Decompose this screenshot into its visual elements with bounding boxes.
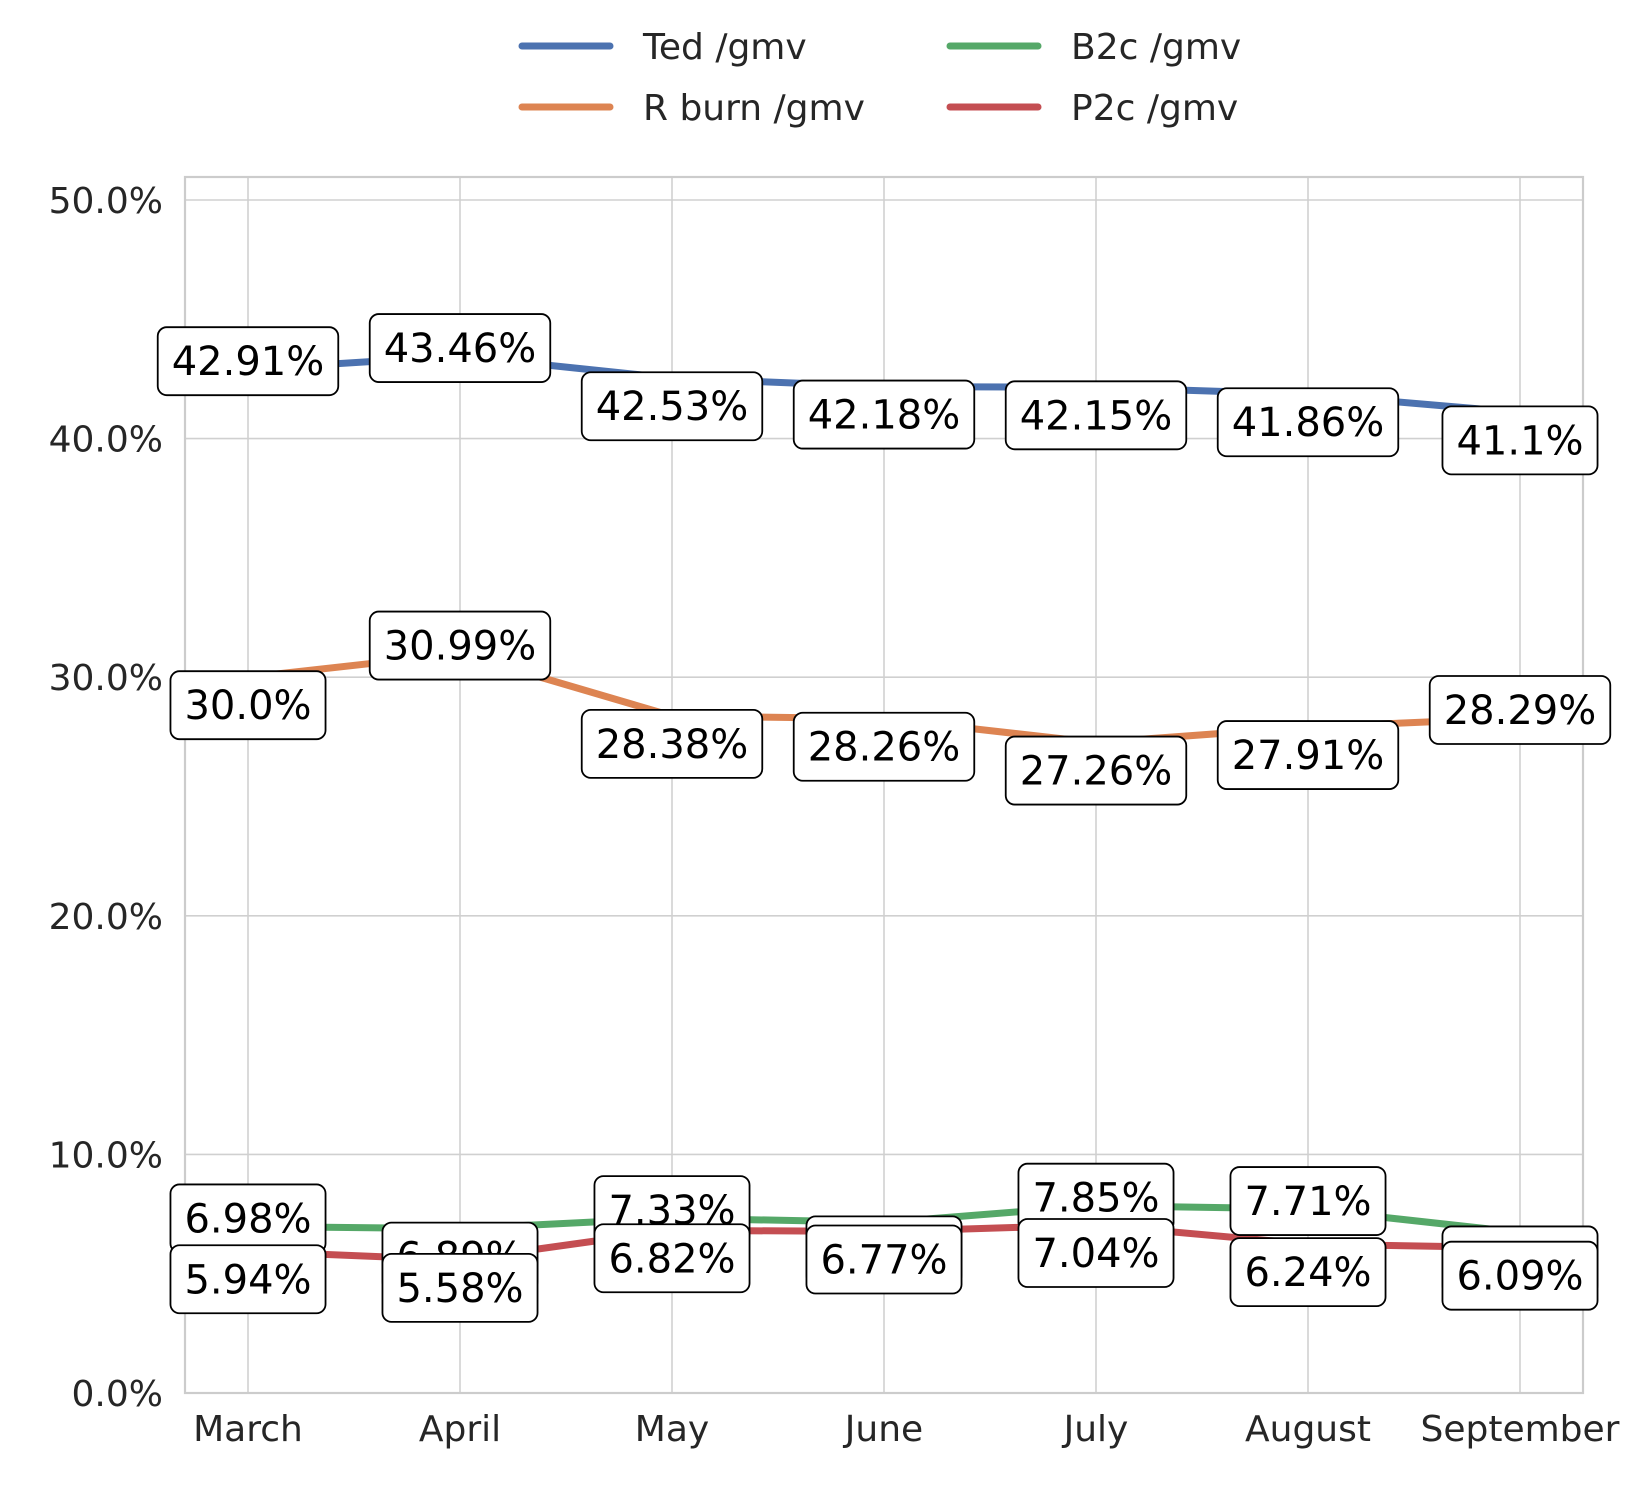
data-label: 6.24% (1229, 1237, 1387, 1308)
data-label-box (368, 610, 552, 681)
legend-item: B2c /gmv (946, 27, 1241, 68)
x-tick-label: August (1245, 1409, 1371, 1450)
data-label-text: 28.38% (596, 722, 749, 768)
data-label: 6.09% (1441, 1240, 1599, 1311)
x-tick-label: April (419, 1409, 501, 1450)
data-label-box (1229, 1166, 1387, 1236)
data-label-box (792, 379, 976, 450)
data-label-text: 28.29% (1444, 688, 1597, 734)
legend-label: B2c /gmv (1071, 27, 1241, 68)
data-label-text: 7.04% (1032, 1231, 1159, 1277)
data-label: 7.71% (1229, 1166, 1387, 1236)
data-label-text: 43.46% (384, 326, 537, 372)
data-label: 41.86% (1216, 387, 1400, 458)
y-tick-label: 20.0% (49, 897, 163, 938)
data-labels: 42.91% 43.46% 42.53% 42.18% 42.15% 41.86% 41.1… (156, 313, 1612, 1323)
data-label-text: 30.99% (384, 624, 537, 670)
data-label: 28.26% (792, 711, 976, 782)
data-label-text: 6.98% (184, 1196, 311, 1242)
data-label: 42.15% (1004, 380, 1188, 451)
data-label-text: 6.09% (1456, 1254, 1583, 1300)
data-label: 28.29% (1428, 675, 1612, 745)
legend-label: R burn /gmv (643, 88, 865, 129)
data-label-text: 30.0% (184, 683, 311, 729)
data-label-box (1004, 380, 1188, 451)
data-label-box (368, 313, 552, 383)
data-label-text: 28.26% (808, 725, 961, 771)
data-label-text: 7.85% (1032, 1176, 1159, 1222)
legend-label: Ted /gmv (642, 27, 807, 68)
data-label: 5.58% (381, 1252, 539, 1323)
data-label-text: 6.82% (608, 1236, 735, 1282)
data-label-text: 42.91% (172, 339, 325, 385)
x-axis: March April May June July August September (193, 1409, 1620, 1450)
data-label-text: 41.86% (1232, 400, 1385, 446)
x-tick-label: June (843, 1409, 923, 1450)
plot-frame (183, 175, 1585, 1395)
data-label-text: 42.53% (596, 384, 749, 430)
data-label-box (580, 371, 764, 442)
legend-item: Ted /gmv (518, 27, 807, 68)
data-label-text: 42.15% (1020, 393, 1173, 439)
data-label-text: 41.1% (1456, 418, 1583, 464)
data-label-box (805, 1224, 963, 1295)
data-label: 42.53% (580, 371, 764, 442)
data-label: 30.0% (169, 670, 327, 741)
data-label: 27.26% (1004, 735, 1188, 806)
data-label-box (1441, 405, 1599, 476)
data-label: 30.99% (368, 610, 552, 681)
data-label-box (1216, 720, 1400, 790)
data-label-box (1017, 1218, 1175, 1288)
data-label-box (381, 1252, 539, 1323)
data-label-box (169, 670, 327, 741)
y-tick-label: 10.0% (49, 1135, 163, 1176)
y-tick-label: 0.0% (72, 1374, 163, 1415)
data-label: 42.18% (792, 379, 976, 450)
x-tick-label: March (193, 1409, 303, 1450)
data-label-box (580, 708, 764, 779)
data-label: 27.91% (1216, 720, 1400, 790)
data-label-box (169, 1244, 327, 1315)
data-label-text: 27.26% (1020, 749, 1173, 795)
data-label-text: 7.71% (1244, 1179, 1371, 1225)
data-label: 42.91% (156, 326, 340, 397)
data-label: 5.94% (169, 1244, 327, 1315)
data-label: 6.98% (169, 1183, 327, 1254)
data-label: 41.1% (1441, 405, 1599, 476)
y-tick-label: 30.0% (49, 658, 163, 699)
data-label-text: 5.94% (184, 1257, 311, 1303)
legend-item: R burn /gmv (518, 88, 865, 129)
data-label: 28.38% (580, 708, 764, 779)
data-label-box (1428, 675, 1612, 745)
y-axis: 0.0% 10.0% 20.0% 30.0% 40.0% 50.0% (49, 181, 163, 1415)
x-tick-label: May (635, 1409, 709, 1450)
data-label-text: 42.18% (808, 393, 961, 439)
legend-label: P2c /gmv (1071, 88, 1238, 129)
y-tick-label: 40.0% (49, 420, 163, 461)
data-label-box (1216, 387, 1400, 458)
data-label-box (1229, 1237, 1387, 1308)
data-label: 43.46% (368, 313, 552, 383)
data-label-box (792, 711, 976, 782)
x-tick-label: July (1062, 1409, 1129, 1450)
data-label: 7.04% (1017, 1218, 1175, 1288)
data-label-text: 6.24% (1244, 1250, 1371, 1296)
y-tick-label: 50.0% (49, 181, 163, 222)
data-label-text: 27.91% (1232, 733, 1385, 779)
data-label-text: 6.77% (820, 1237, 947, 1283)
data-label-text: 5.58% (396, 1266, 523, 1312)
data-label-box (1004, 735, 1188, 806)
data-label: 6.77% (805, 1224, 963, 1295)
data-label-box (593, 1223, 751, 1294)
data-label-box (1441, 1240, 1599, 1311)
x-tick-label: September (1421, 1409, 1620, 1450)
legend: Ted /gmv B2c /gmv R burn /gmv P2c /gmv (518, 27, 1241, 129)
data-label-box (156, 326, 340, 397)
data-label: 6.82% (593, 1223, 751, 1294)
legend-item: P2c /gmv (946, 88, 1238, 129)
